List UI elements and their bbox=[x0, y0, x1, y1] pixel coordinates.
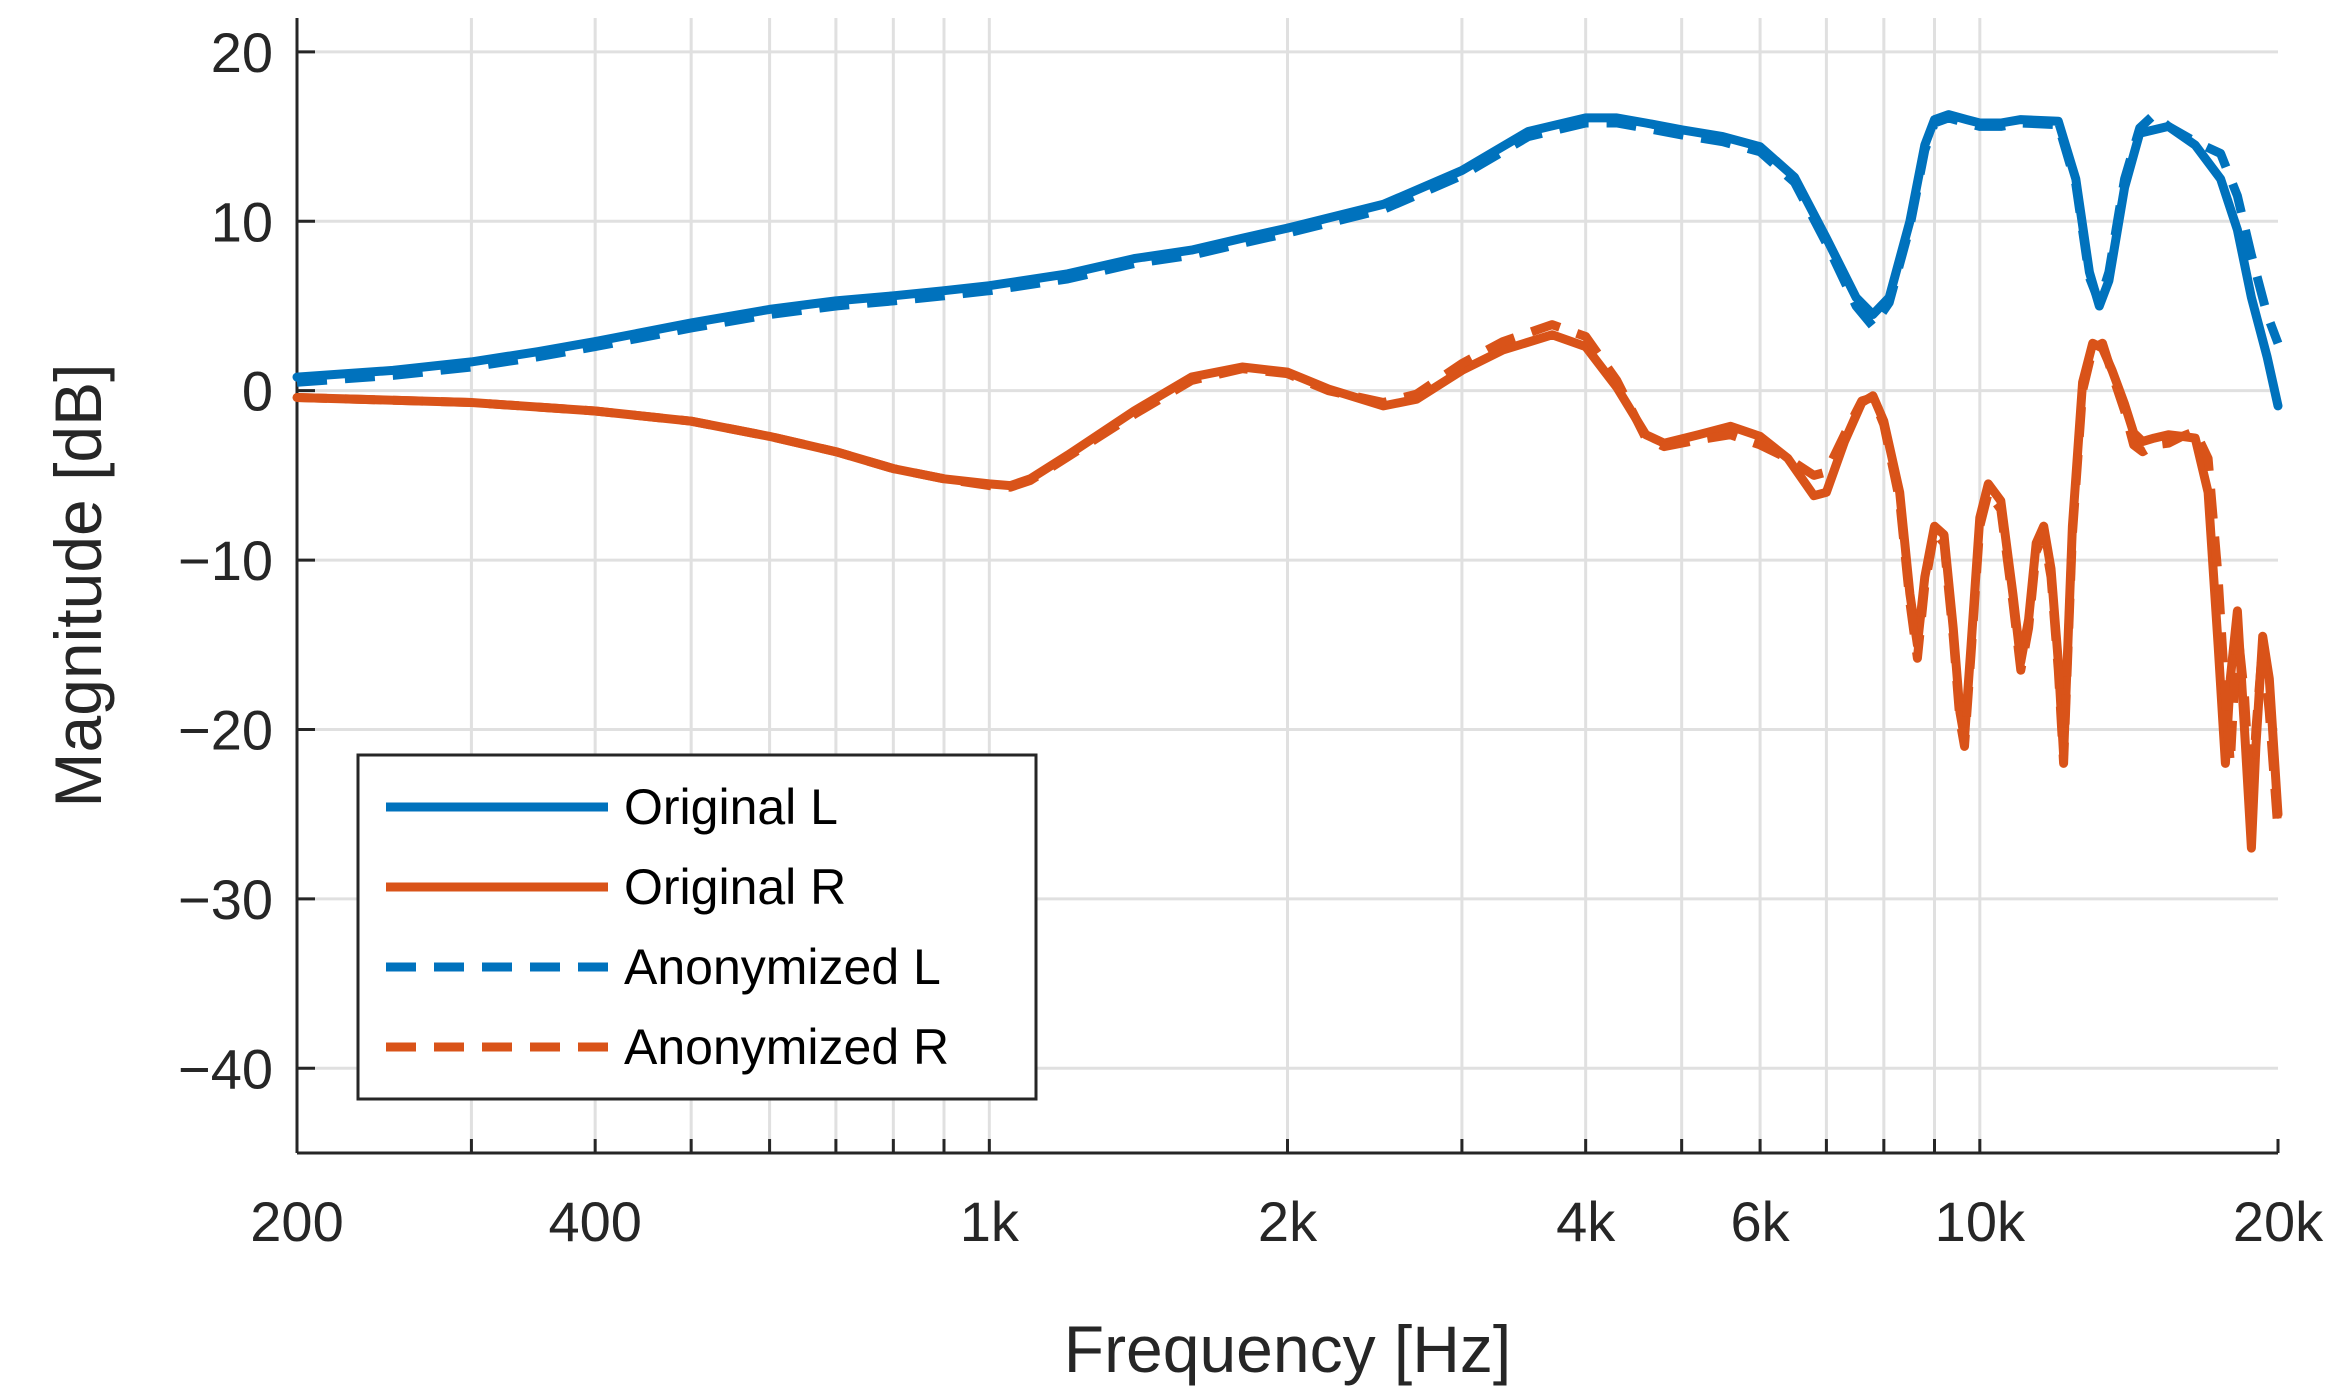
x-tick-label: 1k bbox=[960, 1190, 1020, 1253]
y-tick-label: −40 bbox=[178, 1037, 273, 1100]
legend-label: Original L bbox=[624, 779, 838, 835]
x-axis-title: Frequency [Hz] bbox=[1064, 1312, 1512, 1386]
y-tick-label: 10 bbox=[211, 190, 273, 253]
legend-box bbox=[356, 753, 1038, 1101]
legend-label: Original R bbox=[624, 859, 846, 915]
x-tick-label: 6k bbox=[1731, 1190, 1791, 1253]
x-tick-label: 200 bbox=[250, 1190, 343, 1253]
legend-label: Anonymized L bbox=[624, 939, 941, 995]
y-tick-label: 20 bbox=[211, 21, 273, 84]
y-tick-label: −10 bbox=[178, 529, 273, 592]
x-tick-label: 400 bbox=[548, 1190, 641, 1253]
series-line-anonymized-r bbox=[296, 320, 2283, 832]
x-tick-label: 20k bbox=[2233, 1190, 2324, 1253]
series bbox=[292, 110, 2283, 853]
series-line-anonymized-l bbox=[296, 110, 2283, 387]
legend-label: Anonymized R bbox=[624, 1019, 949, 1075]
grid bbox=[297, 18, 2278, 1153]
ticks: 20 10 0 −10 −20 −30 −40 200 400 1k 2k 4k 6k 10k 20k bbox=[178, 21, 2324, 1253]
x-tick-label: 4k bbox=[1556, 1190, 1616, 1253]
legend: Original L Original R Anonymized L Anonymiz… bbox=[356, 753, 1038, 1101]
y-axis-title: Magnitude [dB] bbox=[41, 364, 115, 808]
x-tick-label: 2k bbox=[1258, 1190, 1318, 1253]
y-tick-label: −30 bbox=[178, 868, 273, 931]
y-tick-label: −20 bbox=[178, 698, 273, 761]
x-tick-label: 10k bbox=[1935, 1190, 2026, 1253]
y-tick-label: 0 bbox=[242, 360, 273, 423]
